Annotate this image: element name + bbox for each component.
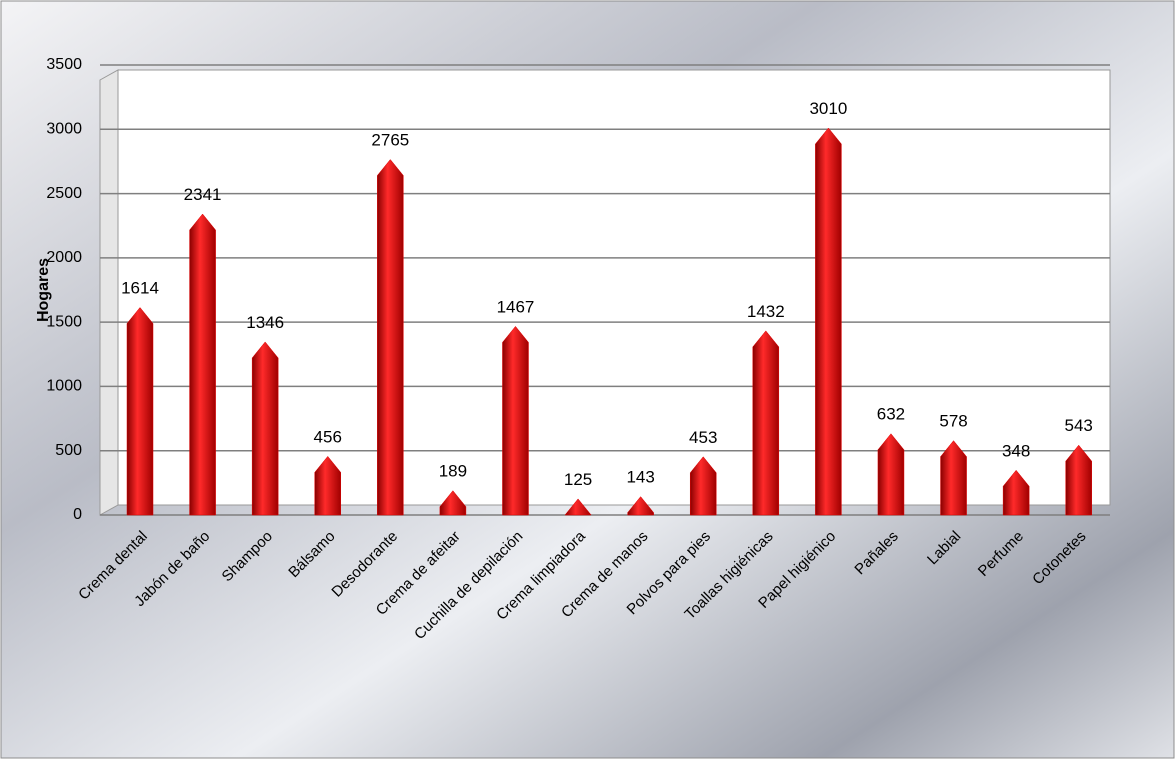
value-label: 1432 bbox=[747, 302, 785, 321]
value-label: 578 bbox=[939, 412, 967, 431]
bar bbox=[189, 213, 216, 516]
y-axis-title: Hogares bbox=[35, 258, 52, 322]
value-label: 1467 bbox=[497, 297, 535, 316]
value-label: 632 bbox=[877, 405, 905, 424]
bar bbox=[1065, 444, 1092, 516]
value-label: 1346 bbox=[246, 313, 284, 332]
value-label: 1614 bbox=[121, 278, 159, 297]
value-label: 456 bbox=[314, 427, 342, 446]
y-tick-label: 3500 bbox=[46, 56, 82, 73]
y-tick-label: 1000 bbox=[46, 378, 82, 395]
value-label: 125 bbox=[564, 470, 592, 489]
bar bbox=[377, 159, 404, 516]
bar bbox=[627, 496, 654, 516]
bar bbox=[689, 456, 717, 516]
y-tick-label: 3000 bbox=[46, 121, 82, 138]
bar bbox=[752, 330, 780, 516]
y-tick-label: 2500 bbox=[46, 185, 82, 202]
value-label: 143 bbox=[626, 468, 654, 487]
value-label: 189 bbox=[439, 462, 467, 481]
side-wall bbox=[99, 69, 119, 516]
bar bbox=[877, 433, 905, 516]
value-label: 348 bbox=[1002, 441, 1030, 460]
y-tick-label: 500 bbox=[55, 442, 82, 459]
plot-area bbox=[117, 69, 1111, 506]
value-label: 543 bbox=[1065, 416, 1093, 435]
value-label: 2765 bbox=[371, 131, 409, 150]
bar bbox=[564, 498, 592, 516]
value-label: 2341 bbox=[184, 185, 222, 204]
bar bbox=[126, 307, 154, 516]
value-label: 3010 bbox=[809, 99, 847, 118]
value-label: 453 bbox=[689, 428, 717, 447]
bar bbox=[815, 127, 842, 516]
y-tick-label: 0 bbox=[73, 506, 82, 523]
bar bbox=[439, 490, 467, 516]
bar bbox=[251, 341, 279, 516]
y-tick-label: 2000 bbox=[46, 249, 82, 266]
bar bbox=[1002, 469, 1030, 516]
bar bbox=[940, 440, 967, 516]
bar bbox=[314, 455, 341, 516]
y-tick-label: 1500 bbox=[46, 313, 82, 330]
bar bbox=[502, 325, 529, 516]
